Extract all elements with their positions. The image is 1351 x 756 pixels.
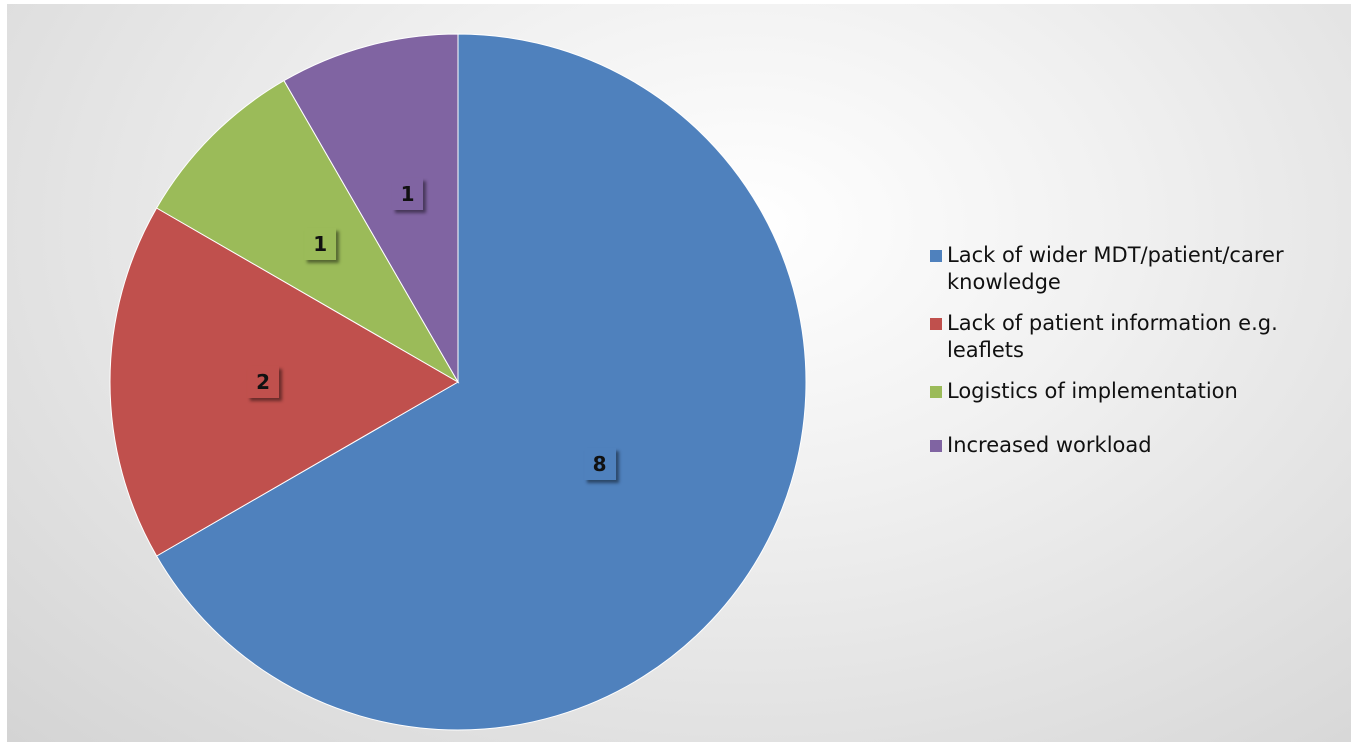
legend-label: Increased workload <box>947 433 1152 457</box>
legend-item-patient-information: Lack of patient information e.g. leaflet… <box>930 310 1350 364</box>
data-label-patient-information: 2 <box>247 366 280 398</box>
legend-swatch-workload <box>930 440 942 452</box>
pie-slice-mdt-knowledge <box>155 33 807 731</box>
legend-item-workload: Increased workload <box>930 432 1350 459</box>
legend-label: Lack of wider MDT/patient/carer knowledg… <box>947 243 1284 294</box>
chart-area: 8 2 1 1 Lack of wider MDT/patient/carer kno… <box>7 4 1351 742</box>
legend-swatch-mdt-knowledge <box>930 250 942 262</box>
legend-item-logistics: Logistics of implementation <box>930 378 1350 405</box>
pie-slice-patient-information <box>109 207 460 557</box>
data-label-logistics: 1 <box>304 228 337 261</box>
legend: Lack of wider MDT/patient/carer knowledg… <box>930 242 1350 473</box>
pie-slice-workload <box>283 33 459 384</box>
data-label-mdt-knowledge: 8 <box>583 447 616 480</box>
legend-label: Logistics of implementation <box>947 379 1238 403</box>
legend-item-mdt-knowledge: Lack of wider MDT/patient/carer knowledg… <box>930 242 1350 296</box>
legend-label: Lack of patient information e.g. leaflet… <box>947 311 1278 362</box>
data-label-workload: 1 <box>391 177 424 210</box>
legend-swatch-logistics <box>930 386 942 398</box>
legend-swatch-patient-information <box>930 318 942 330</box>
